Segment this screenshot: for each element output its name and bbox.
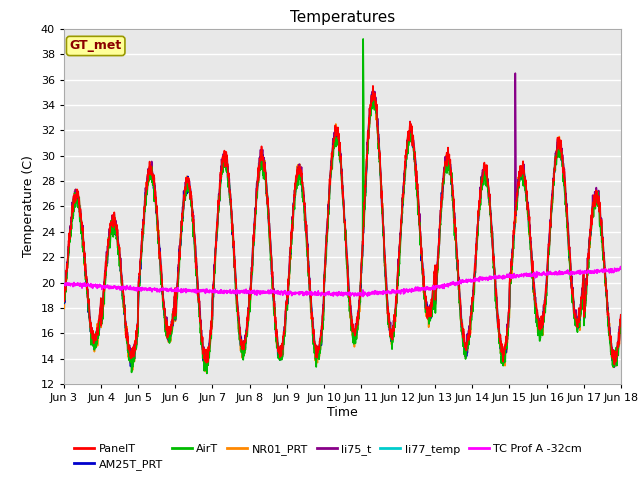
TC Prof A -32cm [617, 265, 625, 271]
NR01_PRT [60, 302, 68, 308]
TC Prof A -32cm [617, 264, 625, 269]
PanelT [216, 195, 223, 201]
PanelT [371, 91, 379, 96]
li77_temp [505, 313, 513, 319]
li75_t [359, 241, 367, 247]
AirT [371, 96, 379, 102]
AM25T_PRT [202, 365, 209, 371]
li77_temp [60, 293, 68, 299]
TC Prof A -32cm [584, 270, 591, 276]
li77_temp [568, 280, 576, 286]
li77_temp [202, 357, 210, 362]
AirT [216, 196, 223, 202]
TC Prof A -32cm [359, 294, 367, 300]
li77_temp [359, 242, 367, 248]
PanelT [504, 316, 512, 322]
NR01_PRT [202, 369, 209, 374]
AM25T_PRT [359, 242, 367, 248]
li75_t [504, 318, 512, 324]
AM25T_PRT [371, 97, 379, 103]
NR01_PRT [216, 193, 223, 199]
TC Prof A -32cm [504, 273, 512, 278]
NR01_PRT [359, 242, 367, 248]
TC Prof A -32cm [358, 290, 366, 296]
Line: PanelT: PanelT [64, 86, 621, 364]
NR01_PRT [505, 318, 513, 324]
AM25T_PRT [584, 267, 591, 273]
TC Prof A -32cm [568, 270, 575, 276]
TC Prof A -32cm [371, 291, 379, 297]
AirT [359, 243, 367, 249]
li77_temp [370, 90, 378, 96]
Line: AM25T_PRT: AM25T_PRT [64, 90, 621, 368]
li75_t [584, 255, 591, 261]
NR01_PRT [371, 99, 379, 105]
Line: li77_temp: li77_temp [64, 93, 621, 360]
Legend: PanelT, AM25T_PRT, AirT, NR01_PRT, li75_t, li77_temp, TC Prof A -32cm: PanelT, AM25T_PRT, AirT, NR01_PRT, li75_… [70, 439, 586, 475]
PanelT [611, 361, 618, 367]
AM25T_PRT [369, 87, 377, 93]
AM25T_PRT [617, 319, 625, 325]
li75_t [371, 89, 379, 95]
li75_t [568, 282, 576, 288]
NR01_PRT [617, 321, 625, 326]
AM25T_PRT [505, 315, 513, 321]
li75_t [617, 312, 625, 318]
AM25T_PRT [568, 285, 576, 290]
AirT [617, 325, 625, 331]
PanelT [584, 268, 591, 274]
Line: TC Prof A -32cm: TC Prof A -32cm [64, 266, 621, 297]
Line: AirT: AirT [64, 39, 621, 373]
li77_temp [216, 191, 223, 196]
X-axis label: Time: Time [327, 406, 358, 419]
AirT [359, 36, 367, 42]
Text: GT_met: GT_met [70, 39, 122, 52]
NR01_PRT [568, 285, 576, 290]
AM25T_PRT [60, 300, 68, 306]
NR01_PRT [369, 89, 377, 95]
PanelT [568, 282, 575, 288]
li75_t [216, 191, 223, 197]
NR01_PRT [584, 266, 591, 272]
AirT [60, 299, 68, 305]
li77_temp [584, 268, 591, 274]
PanelT [617, 312, 625, 318]
Line: NR01_PRT: NR01_PRT [64, 92, 621, 372]
li75_t [60, 296, 68, 302]
li77_temp [371, 92, 379, 98]
PanelT [358, 248, 366, 253]
AirT [203, 371, 211, 376]
PanelT [60, 292, 68, 298]
li75_t [202, 364, 210, 370]
TC Prof A -32cm [60, 282, 68, 288]
AM25T_PRT [216, 199, 223, 204]
li77_temp [617, 319, 625, 324]
AirT [505, 313, 513, 319]
Title: Temperatures: Temperatures [290, 10, 395, 25]
TC Prof A -32cm [216, 289, 223, 295]
PanelT [369, 83, 377, 89]
AirT [584, 273, 591, 278]
Y-axis label: Temperature (C): Temperature (C) [22, 156, 35, 257]
Line: li75_t: li75_t [64, 73, 621, 367]
li75_t [511, 70, 519, 76]
AirT [568, 285, 576, 291]
